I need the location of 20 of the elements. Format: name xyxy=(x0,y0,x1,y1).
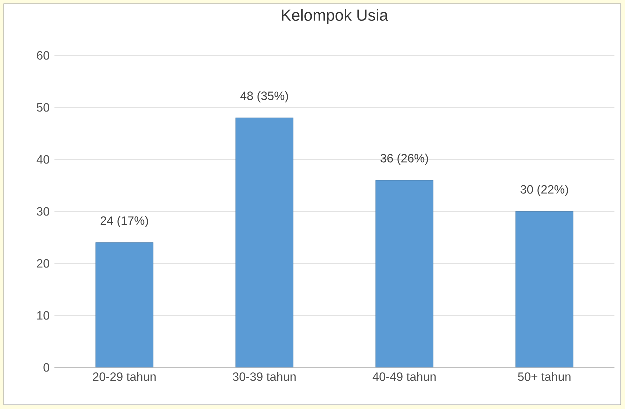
chart-title: Kelompok Usia xyxy=(282,9,388,24)
y-tick-label: 20 xyxy=(37,259,50,268)
x-tick-label: 40-49 tahun xyxy=(372,372,436,382)
data-label: 48 (35%) xyxy=(240,91,288,103)
data-label: 24 (17%) xyxy=(100,216,148,228)
bar xyxy=(376,180,434,368)
data-label: 36 (26%) xyxy=(380,154,428,166)
y-tick-label: 60 xyxy=(37,51,50,60)
bar xyxy=(236,118,294,368)
bar xyxy=(516,211,574,368)
bar xyxy=(96,242,154,368)
y-tick-label: 10 xyxy=(38,311,50,320)
data-label: 30 (22%) xyxy=(520,185,568,196)
y-tick-label: 30 xyxy=(37,207,50,216)
y-tick-label: 0 xyxy=(44,363,50,372)
x-tick-label: 20-29 tahun xyxy=(93,372,156,382)
y-tick-label: 50 xyxy=(37,103,50,112)
x-tick-label: 30-39 tahun xyxy=(233,372,296,382)
y-tick-label: 40 xyxy=(36,155,50,164)
x-tick-label: 50+ tahun xyxy=(518,372,571,382)
